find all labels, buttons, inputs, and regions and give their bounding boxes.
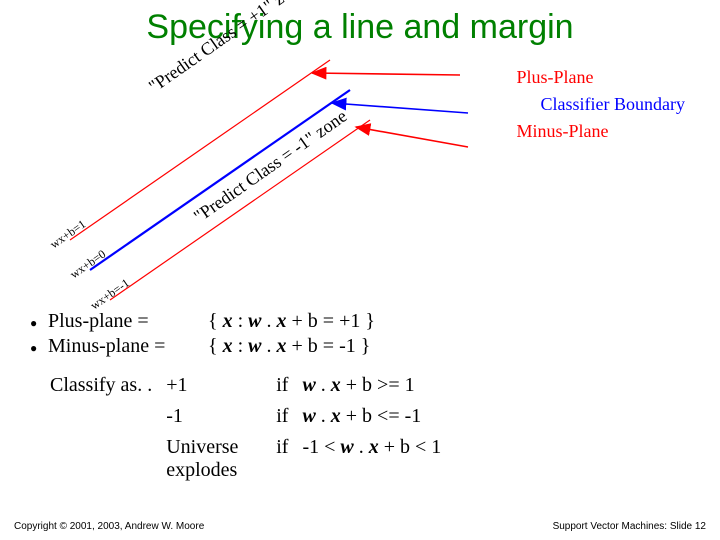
minus-plane-expr: { x : w . x + b = -1 } (208, 335, 370, 358)
classify-cond-1: w . x + b <= -1 (302, 401, 455, 432)
classify-if-0: if (276, 370, 302, 401)
legend-boundary: Classifier Boundary (541, 94, 685, 115)
classify-result-1: -1 (166, 401, 276, 432)
legend-plus: Plus-Plane (517, 67, 594, 88)
plane-definitions: ● Plus-plane = { x : w . x + b = +1 } ● … (30, 310, 375, 360)
minus-plane-label: Minus-plane = (48, 335, 208, 358)
classify-cond-0: w . x + b >= 1 (302, 370, 455, 401)
classify-cond-2: -1 < w . x + b < 1 (302, 432, 455, 486)
footer-slide-number: Support Vector Machines: Slide 12 (553, 521, 706, 532)
classify-if-2: if (276, 432, 302, 486)
classify-result-0: +1 (166, 370, 276, 401)
legend-minus: Minus-Plane (517, 121, 609, 142)
plus-plane-expr: { x : w . x + b = +1 } (208, 310, 375, 333)
classify-heading: Classify as. . (50, 370, 166, 401)
svm-diagram: "Predict Class = +1" zone "Predict Class… (30, 55, 690, 285)
bullet-icon: ● (30, 310, 48, 333)
classify-table: Classify as. . +1 if w . x + b >= 1 -1 i… (50, 370, 455, 486)
slide-title: Specifying a line and margin (0, 0, 720, 47)
classify-if-1: if (276, 401, 302, 432)
bullet-icon: ● (30, 335, 48, 358)
plus-plane-label: Plus-plane = (48, 310, 208, 333)
footer-copyright: Copyright © 2001, 2003, Andrew W. Moore (14, 521, 204, 532)
legend: Plus-Plane Classifier Boundary Minus-Pla… (517, 67, 685, 148)
classify-result-2: Universe explodes (166, 432, 276, 486)
